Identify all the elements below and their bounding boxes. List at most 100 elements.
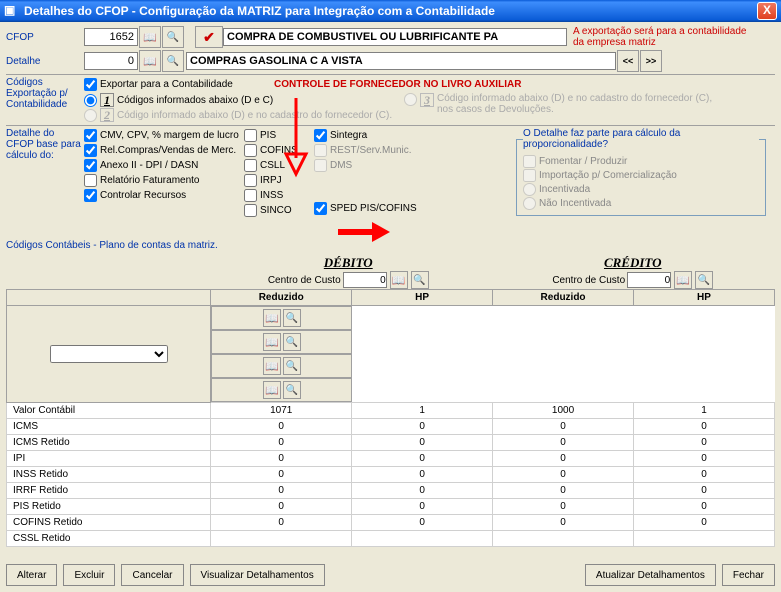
table-row[interactable]: ICMS Retido0000 xyxy=(7,435,775,451)
detalhe-find-icon[interactable] xyxy=(162,50,184,72)
base1-1-checkbox[interactable] xyxy=(84,144,97,157)
cre-red-book-icon[interactable] xyxy=(263,357,281,375)
base2-4-label: INSS xyxy=(260,190,283,201)
visualizar-button[interactable]: Visualizar Detalhamentos xyxy=(190,564,325,586)
cell-c_red[interactable]: 0 xyxy=(493,467,634,483)
cc-cre-book-icon[interactable] xyxy=(674,271,692,289)
cell-d_hp[interactable]: 0 xyxy=(352,451,493,467)
detalhe-book-icon[interactable] xyxy=(139,50,161,72)
cell-c_hp[interactable]: 0 xyxy=(634,515,775,531)
cell-c_hp[interactable]: 0 xyxy=(634,499,775,515)
cell-c_red[interactable]: 1000 xyxy=(493,403,634,419)
base2-2-checkbox[interactable] xyxy=(244,159,257,172)
cell-d_red[interactable] xyxy=(211,531,352,547)
cc-cre-find-icon[interactable] xyxy=(695,271,713,289)
detalhe-input[interactable] xyxy=(84,52,138,70)
cell-d_red[interactable]: 1071 xyxy=(211,403,352,419)
base2-4-checkbox[interactable] xyxy=(244,189,257,202)
table-row[interactable]: ICMS0000 xyxy=(7,419,775,435)
cfop-desc-input[interactable] xyxy=(223,28,567,46)
cancelar-button[interactable]: Cancelar xyxy=(121,564,183,586)
cre-hp-find-icon[interactable] xyxy=(283,381,301,399)
prev-button[interactable]: << xyxy=(617,50,639,72)
table-row[interactable]: Valor Contábil1071110001 xyxy=(7,403,775,419)
deb-red-find-icon[interactable] xyxy=(283,309,301,327)
base1-2-checkbox[interactable] xyxy=(84,159,97,172)
base2-3-checkbox[interactable] xyxy=(244,174,257,187)
fechar-button[interactable]: Fechar xyxy=(722,564,775,586)
deb-hp-find-icon[interactable] xyxy=(283,333,301,351)
table-row[interactable]: INSS Retido0000 xyxy=(7,467,775,483)
cc-deb-find-icon[interactable] xyxy=(411,271,429,289)
cell-d_hp[interactable]: 0 xyxy=(352,419,493,435)
cell-d_hp[interactable]: 0 xyxy=(352,435,493,451)
cfop-book-icon[interactable] xyxy=(139,26,161,48)
cell-d_hp[interactable]: 0 xyxy=(352,499,493,515)
cell-d_hp[interactable] xyxy=(352,531,493,547)
table-row[interactable]: CSSL Retido xyxy=(7,531,775,547)
cfop-find-icon[interactable] xyxy=(162,26,184,48)
cell-c_red[interactable]: 0 xyxy=(493,483,634,499)
table-row[interactable]: COFINS Retido0000 xyxy=(7,515,775,531)
cell-c_hp[interactable]: 0 xyxy=(634,467,775,483)
cell-c_hp[interactable]: 1 xyxy=(634,403,775,419)
cell-c_red[interactable]: 0 xyxy=(493,419,634,435)
base1-4-checkbox[interactable] xyxy=(84,189,97,202)
prop-2-label: Incentivada xyxy=(539,184,590,195)
alterar-button[interactable]: Alterar xyxy=(6,564,57,586)
base2-1-checkbox[interactable] xyxy=(244,144,257,157)
base2-0-checkbox[interactable] xyxy=(244,129,257,142)
excluir-button[interactable]: Excluir xyxy=(63,564,115,586)
cfop-check-icon[interactable] xyxy=(195,26,223,48)
cell-d_red[interactable]: 0 xyxy=(211,483,352,499)
detalhe-desc-input[interactable] xyxy=(186,52,616,70)
base2-5-checkbox[interactable] xyxy=(244,204,257,217)
cell-c_red[interactable] xyxy=(493,531,634,547)
cell-c_red[interactable]: 0 xyxy=(493,499,634,515)
table-row[interactable]: IPI0000 xyxy=(7,451,775,467)
cc-deb-book-icon[interactable] xyxy=(390,271,408,289)
opt1-radio[interactable] xyxy=(84,94,97,107)
cell-d_hp[interactable]: 1 xyxy=(352,403,493,419)
cell-c_hp[interactable] xyxy=(634,531,775,547)
cre-red-find-icon[interactable] xyxy=(283,357,301,375)
cc-cre-input[interactable] xyxy=(627,272,671,288)
sped-checkbox[interactable] xyxy=(314,202,327,215)
cell-d_hp[interactable]: 0 xyxy=(352,467,493,483)
cell-d_red[interactable]: 0 xyxy=(211,435,352,451)
next-button[interactable]: >> xyxy=(640,50,662,72)
base3-0-checkbox[interactable] xyxy=(314,129,327,142)
cell-c_hp[interactable]: 0 xyxy=(634,419,775,435)
deb-red-book-icon[interactable] xyxy=(263,309,281,327)
cell-c_red[interactable]: 0 xyxy=(493,435,634,451)
table-row[interactable]: PIS Retido0000 xyxy=(7,499,775,515)
cell-c_hp[interactable]: 0 xyxy=(634,483,775,499)
table-row[interactable]: IRRF Retido0000 xyxy=(7,483,775,499)
cell-c_hp[interactable]: 0 xyxy=(634,435,775,451)
row-select[interactable] xyxy=(50,345,168,363)
cell-c_red[interactable]: 0 xyxy=(493,451,634,467)
cell-c_hp[interactable]: 0 xyxy=(634,451,775,467)
deb-hp-book-icon[interactable] xyxy=(263,333,281,351)
close-button[interactable]: X xyxy=(757,2,777,20)
base3-1-checkbox xyxy=(314,144,327,157)
opt3-num: 3 xyxy=(420,93,434,107)
exportar-checkbox[interactable] xyxy=(84,78,97,91)
cell-d_red[interactable]: 0 xyxy=(211,451,352,467)
cfop-input[interactable] xyxy=(84,28,138,46)
cell-d_red[interactable]: 0 xyxy=(211,467,352,483)
cell-d_red[interactable]: 0 xyxy=(211,419,352,435)
cell-c_red[interactable]: 0 xyxy=(493,515,634,531)
cell-d_hp[interactable]: 0 xyxy=(352,515,493,531)
atualizar-button[interactable]: Atualizar Detalhamentos xyxy=(585,564,716,586)
cre-hp-book-icon[interactable] xyxy=(263,381,281,399)
opt1-label: Códigos informados abaixo (D e C) xyxy=(117,95,273,106)
base1-0-checkbox[interactable] xyxy=(84,129,97,142)
cell-d_hp[interactable]: 0 xyxy=(352,483,493,499)
cell-d_red[interactable]: 0 xyxy=(211,515,352,531)
base2-3-label: IRPJ xyxy=(260,175,282,186)
base1-3-checkbox[interactable] xyxy=(84,174,97,187)
cc-deb-input[interactable] xyxy=(343,272,387,288)
cell-d_red[interactable]: 0 xyxy=(211,499,352,515)
th-deb-hp: HP xyxy=(352,290,493,306)
